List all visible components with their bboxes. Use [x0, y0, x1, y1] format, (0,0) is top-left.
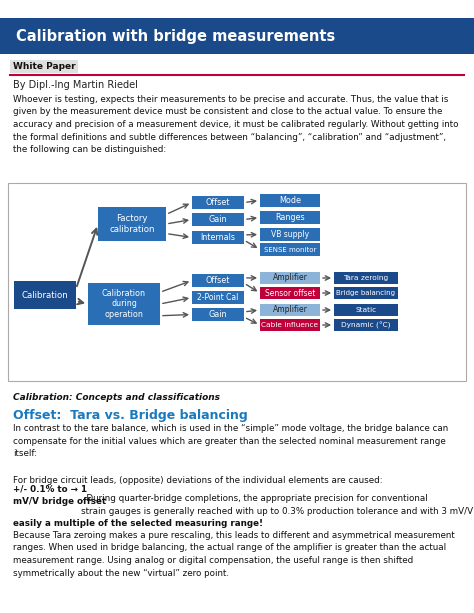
Text: Bridge balancing: Bridge balancing	[337, 290, 395, 296]
Text: easily a multiple of the selected measuring range!: easily a multiple of the selected measur…	[13, 519, 263, 528]
Text: In contrast to the tare balance, which is used in the “simple” mode voltage, the: In contrast to the tare balance, which i…	[13, 424, 448, 458]
Text: Gain: Gain	[209, 310, 227, 319]
Text: VB supply: VB supply	[271, 230, 309, 239]
Text: Tara zeroing: Tara zeroing	[344, 275, 389, 281]
Bar	[8, 183, 466, 381]
Text: Amplifier: Amplifier	[273, 273, 308, 283]
Bar	[334, 304, 398, 316]
Bar	[88, 283, 160, 325]
Text: . During quarter-bridge completions, the appropriate precision for conventional
: . During quarter-bridge completions, the…	[81, 494, 474, 516]
Text: Amplifier: Amplifier	[273, 305, 308, 314]
Text: Whoever is testing, expects their measurements to be precise and accurate. Thus,: Whoever is testing, expects their measur…	[13, 95, 458, 154]
Bar	[14, 281, 76, 309]
Text: Calibration
during
operation: Calibration during operation	[102, 289, 146, 319]
Text: Mode: Mode	[279, 196, 301, 205]
Bar	[192, 291, 244, 304]
Text: Calibration with bridge measurements: Calibration with bridge measurements	[16, 28, 335, 44]
Bar	[260, 243, 320, 256]
Bar	[192, 308, 244, 321]
Text: Gain: Gain	[209, 215, 227, 224]
Text: Factory
calibration: Factory calibration	[109, 215, 155, 234]
Text: Calibration: Calibration	[22, 291, 68, 300]
Bar	[334, 272, 398, 284]
Bar	[334, 287, 398, 299]
Bar	[192, 196, 244, 209]
Bar	[260, 304, 320, 316]
Bar	[260, 211, 320, 224]
Text: SENSE monitor: SENSE monitor	[264, 246, 316, 253]
Text: Ranges: Ranges	[275, 213, 305, 222]
Text: Offset: Offset	[206, 276, 230, 285]
Bar	[192, 231, 244, 244]
Bar	[192, 213, 244, 226]
Bar	[10, 60, 78, 73]
Bar	[260, 194, 320, 207]
Text: Calibration: Concepts and classifications: Calibration: Concepts and classification…	[13, 393, 220, 402]
Text: 2-Point Cal: 2-Point Cal	[197, 293, 239, 302]
Bar	[260, 272, 320, 284]
Text: Cable influence: Cable influence	[262, 322, 319, 328]
Bar	[260, 228, 320, 241]
Bar	[0, 18, 474, 54]
Text: Offset: Offset	[206, 198, 230, 207]
Bar	[192, 274, 244, 287]
Text: For bridge circuit leads, (opposite) deviations of the individual elements are c: For bridge circuit leads, (opposite) dev…	[13, 476, 388, 485]
Bar	[260, 319, 320, 331]
Text: Offset:  Tara vs. Bridge balancing: Offset: Tara vs. Bridge balancing	[13, 409, 248, 422]
Text: Static: Static	[356, 307, 376, 313]
Text: By Dipl.-Ing Martin Riedel: By Dipl.-Ing Martin Riedel	[13, 80, 138, 90]
Text: +/- 0.1% to → 1
mV/V bridge offset: +/- 0.1% to → 1 mV/V bridge offset	[13, 485, 106, 506]
Text: Because Tara zeroing makes a pure rescaling, this leads to different and asymmet: Because Tara zeroing makes a pure rescal…	[13, 531, 455, 577]
Bar	[98, 207, 166, 241]
Text: White Paper: White Paper	[13, 62, 76, 71]
Bar	[260, 287, 320, 299]
Bar	[334, 319, 398, 331]
Text: Internals: Internals	[201, 233, 236, 242]
Text: Dynamic (°C): Dynamic (°C)	[341, 321, 391, 329]
Text: Sensor offset: Sensor offset	[265, 289, 315, 297]
